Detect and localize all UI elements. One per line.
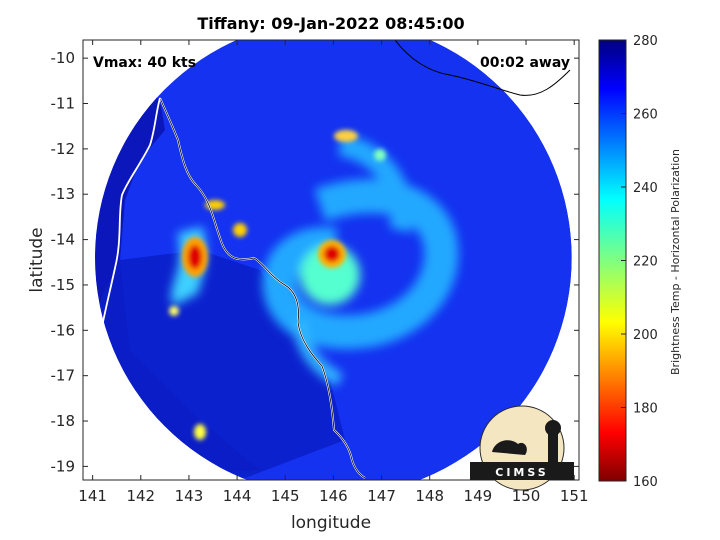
x-tick-label: 147 — [367, 487, 396, 505]
y-tick-label: -19 — [51, 457, 76, 475]
y-tick-label: -17 — [51, 367, 76, 385]
axes-frame — [82, 39, 580, 481]
colorbar-label: Brightness Temp - Horizontal Polarizatio… — [669, 149, 682, 375]
time-away-annotation: 00:02 away — [480, 55, 570, 71]
y-tick-label: -13 — [51, 185, 76, 203]
x-tick-label: 144 — [223, 487, 252, 505]
x-tick-label: 150 — [512, 487, 541, 505]
colorbar-tick-label: 280 — [633, 34, 658, 49]
y-tick-label: -10 — [51, 49, 76, 67]
y-tick-label: -18 — [51, 412, 76, 430]
coastline-west — [83, 97, 161, 386]
colorbar-tick-label: 260 — [633, 108, 658, 123]
y-tick-label: -14 — [51, 231, 76, 249]
x-tick-label: 143 — [175, 487, 204, 505]
convective-cores — [169, 130, 386, 440]
y-axis-label: latitude — [27, 227, 47, 292]
chart-title: Tiffany: 09-Jan-2022 08:45:00 — [197, 14, 464, 33]
colorbar-tick-label: 160 — [633, 475, 658, 490]
coastline-north — [394, 40, 571, 96]
x-axis-label: longitude — [291, 513, 371, 533]
colorbar-tick-label: 220 — [633, 255, 658, 270]
x-tick-label: 145 — [271, 487, 300, 505]
colorbar-tick-label: 240 — [633, 181, 658, 196]
cimss-logo-text: CIMSS — [495, 466, 548, 479]
x-axis: 141 142 143 144 145 146 147 148 149 150 151 — [78, 40, 589, 505]
y-tick-label: -15 — [51, 276, 76, 294]
x-tick-label: 148 — [415, 487, 444, 505]
swath — [95, 40, 572, 480]
cimss-logo: CIMSS — [470, 405, 574, 491]
y-tick-label: -16 — [51, 321, 76, 339]
x-tick-label: 151 — [560, 487, 589, 505]
land-shade-south — [100, 250, 345, 480]
x-tick-label: 146 — [319, 487, 348, 505]
colorbar: 160 180 200 220 240 260 280 Brightness Temp - … — [598, 34, 682, 490]
colorbar-tick-label: 200 — [633, 328, 658, 343]
x-tick-label: 149 — [464, 487, 493, 505]
plot-area — [83, 40, 579, 480]
x-tick-label: 142 — [126, 487, 155, 505]
y-tick-label: -12 — [51, 140, 76, 158]
y-axis: -10 -11 -12 -13 -14 -15 -16 -17 -18 -19 — [51, 49, 579, 475]
x-tick-label: 141 — [78, 487, 107, 505]
vmax-annotation: Vmax: 40 kts — [93, 55, 196, 71]
colorbar-tick-label: 180 — [633, 402, 658, 417]
y-tick-label: -11 — [51, 95, 76, 113]
coastline-black — [159, 97, 366, 479]
